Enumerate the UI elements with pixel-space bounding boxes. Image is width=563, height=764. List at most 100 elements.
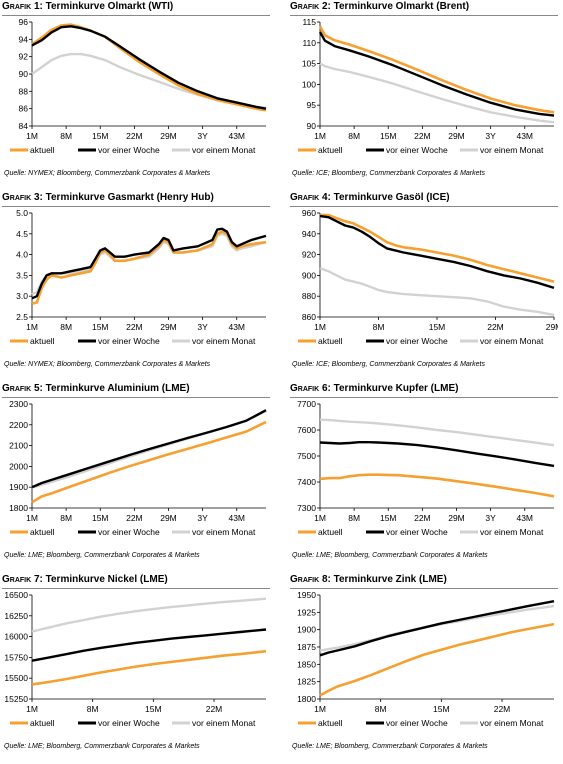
legend-label: aktuell <box>30 336 55 346</box>
y-tick-label: 1825 <box>297 677 316 687</box>
grafik-label: Grafik <box>2 574 32 585</box>
y-tick-label: 2100 <box>9 441 28 451</box>
legend-label: aktuell <box>318 718 343 728</box>
legend-label: vor einem Monat <box>480 145 544 155</box>
x-tick-label: 43M <box>516 513 533 523</box>
chart-title-text: Terminkurve Olmarkt (Brent) <box>333 1 470 12</box>
x-tick-label: 15M <box>92 322 109 332</box>
x-tick-label: 15M <box>92 513 109 523</box>
line-chart: 90 95 100 105 110 115 1M 8M 15M 22M 29M 3Y 43M aktuel… <box>298 17 555 155</box>
x-tick-label: 22M <box>494 704 511 714</box>
legend-label: vor einer Woche <box>98 145 160 155</box>
y-tick-label: 1800 <box>297 694 316 704</box>
line-chart: 7300 7400 7500 7600 7700 1M 8M 15M 22M 29M 3Y 43M ak… <box>297 399 555 537</box>
legend-label: vor einer Woche <box>98 527 160 537</box>
x-tick-label: 3Y <box>485 513 496 523</box>
x-tick-label: 3Y <box>197 131 208 141</box>
series-line-woche <box>319 214 555 290</box>
grafik-label: Grafik <box>290 1 320 12</box>
series-line-aktuell <box>319 622 555 697</box>
y-tick-label: 15250 <box>4 694 28 704</box>
x-tick-label: 22M <box>126 131 143 141</box>
x-tick-label: 15M <box>380 513 397 523</box>
chart-title: Grafik 7: Terminkurve Nickel (LME) <box>2 573 270 589</box>
series-line-woche <box>31 409 267 489</box>
chart-title: Grafik 2: Terminkurve Olmarkt (Brent) <box>290 0 558 16</box>
y-tick-label: 92 <box>19 52 29 62</box>
x-tick-label: 8M <box>60 322 72 332</box>
y-tick-label: 110 <box>302 38 316 48</box>
legend-label: vor einem Monat <box>480 718 544 728</box>
y-tick-label: 96 <box>19 17 29 27</box>
x-tick-label: 8M <box>60 513 72 523</box>
y-tick-label: 115 <box>302 17 316 27</box>
series-line-aktuell <box>320 213 555 283</box>
grafik-number: 6: <box>321 383 334 394</box>
chart-title: Grafik 5: Terminkurve Aluminium (LME) <box>2 382 270 398</box>
x-tick-label: 8M <box>373 322 385 332</box>
chart-title-text: Terminkurve Gasmarkt (Henry Hub) <box>45 192 214 203</box>
chart-title: Grafik 1: Terminkurve Olmarkt (WTI) <box>2 0 270 16</box>
x-tick-label: 43M <box>516 131 533 141</box>
series-line-monat <box>31 597 267 633</box>
chart-title-text: Terminkurve Aluminium (LME) <box>45 383 190 394</box>
y-tick-label: 7600 <box>297 425 316 435</box>
series-line-woche <box>31 628 267 662</box>
legend-label: vor einem Monat <box>192 527 256 537</box>
line-chart: 860 880 900 920 940 960 1M 8M 15M 22M 29M aktuell vo… <box>298 208 558 346</box>
series-line-monat <box>319 604 555 652</box>
x-tick-label: 3Y <box>485 131 496 141</box>
y-tick-label: 7400 <box>297 477 316 487</box>
x-tick-label: 22M <box>414 131 431 141</box>
source-note: Quelle: NYMEX; Bloomberg, Commerzbank Co… <box>4 361 211 368</box>
source-note: Quelle: NYMEX; Bloomberg, Commerzbank Co… <box>4 170 211 177</box>
legend-label: vor einer Woche <box>98 336 160 346</box>
series-line-woche <box>319 441 555 468</box>
line-chart: 1800 1825 1850 1875 1900 1925 1950 1M 8M 15M 22M ak… <box>297 590 555 728</box>
x-tick-label: 15M <box>380 131 397 141</box>
line-chart: 2.5 3.0 3.5 4.0 4.5 5.0 1M 8M 15M 22M 29M 3Y 43M aktu… <box>10 208 267 346</box>
series-line-monat <box>31 52 267 109</box>
x-tick-label: 29M <box>160 513 177 523</box>
grafik-number: 7: <box>33 574 46 585</box>
x-tick-label: 8M <box>375 704 387 714</box>
legend-label: aktuell <box>30 145 55 155</box>
y-tick-label: 86 <box>19 104 29 114</box>
grafik-number: 3: <box>33 192 46 203</box>
y-tick-label: 900 <box>302 270 316 280</box>
series-line-monat <box>319 418 555 447</box>
chart-title: Grafik 6: Terminkurve Kupfer (LME) <box>290 382 558 398</box>
grafik-label: Grafik <box>290 383 320 394</box>
y-tick-label: 7500 <box>297 451 316 461</box>
line-chart: 84 86 88 90 92 94 96 1M 8M 15M 22M 29M 3Y 43M aktuell v… <box>10 17 267 155</box>
legend-label: aktuell <box>30 527 55 537</box>
legend-label: aktuell <box>318 527 343 537</box>
legend-label: aktuell <box>318 336 343 346</box>
grafik-number: 8: <box>321 574 334 585</box>
source-note: Quelle: LME; Bloomberg, Commerzbank Corp… <box>4 552 200 559</box>
series-line-woche <box>31 227 267 300</box>
x-tick-label: 15M <box>145 704 162 714</box>
series-line-monat <box>319 62 555 124</box>
grafik-label: Grafik <box>2 383 32 394</box>
x-tick-label: 22M <box>487 322 504 332</box>
y-tick-label: 920 <box>302 250 316 260</box>
y-tick-label: 4.0 <box>16 250 28 260</box>
y-tick-label: 16000 <box>4 632 28 642</box>
y-tick-label: 1850 <box>297 659 316 669</box>
y-tick-label: 2000 <box>9 461 28 471</box>
y-tick-label: 84 <box>19 121 29 131</box>
chart-title-text: Terminkurve Kupfer (LME) <box>333 383 459 394</box>
x-tick-label: 29M <box>448 513 465 523</box>
y-tick-label: 3.5 <box>16 270 28 280</box>
x-tick-label: 22M <box>414 513 431 523</box>
x-tick-label: 43M <box>228 131 245 141</box>
grafik-label: Grafik <box>290 574 320 585</box>
y-tick-label: 3.0 <box>16 291 28 301</box>
x-tick-label: 15M <box>92 131 109 141</box>
chart-panel-2: Grafik 2: Terminkurve Olmarkt (Brent) 90 9… <box>290 0 558 186</box>
chart-panel-5: Grafik 5: Terminkurve Aluminium (LME) 180… <box>2 382 270 568</box>
x-tick-label: 22M <box>206 704 223 714</box>
x-tick-label: 1M <box>26 513 38 523</box>
y-tick-label: 4.5 <box>16 229 28 239</box>
